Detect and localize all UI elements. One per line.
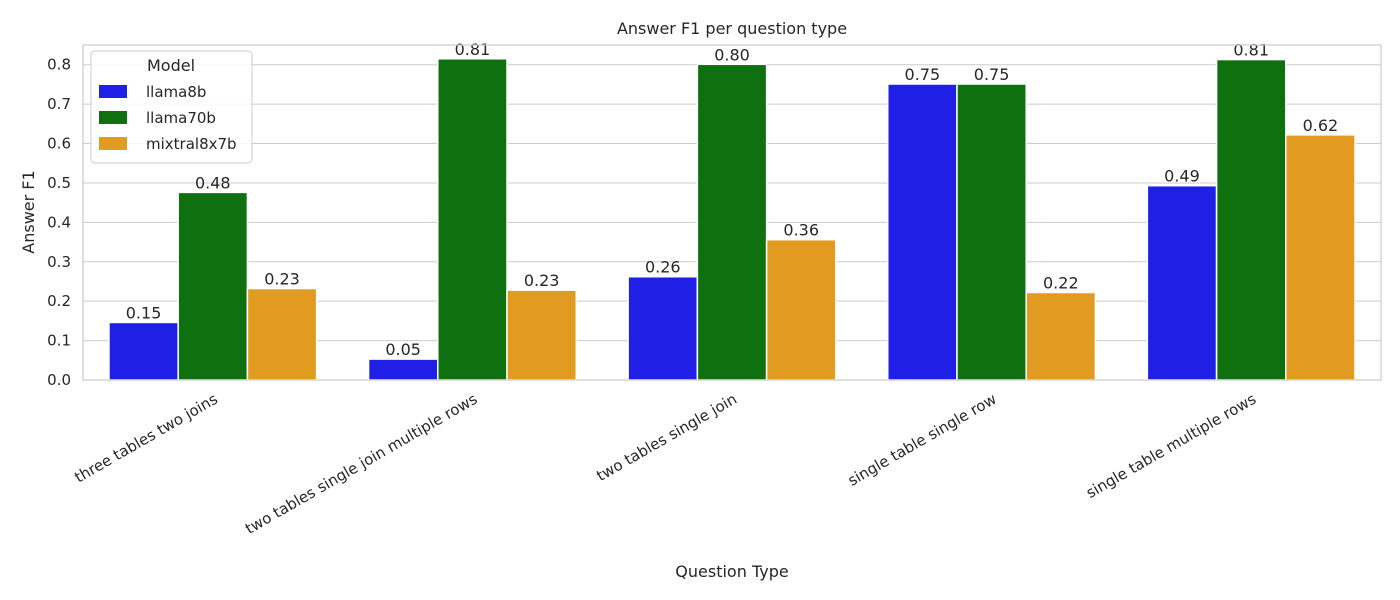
x-tick-label: three tables two joins — [72, 390, 221, 487]
y-axis-label: Answer F1 — [19, 170, 38, 253]
bar-llama8b-0 — [108, 321, 179, 381]
data-label-mixtral8x7b-1: 0.23 — [524, 271, 560, 290]
legend-title: Model — [147, 56, 195, 75]
bar-mixtral8x7b-1 — [506, 289, 577, 381]
bar-llama8b-1 — [367, 358, 439, 381]
data-label-llama70b-0: 0.48 — [195, 173, 231, 192]
bar-llama70b-4 — [1215, 58, 1287, 381]
data-label-llama70b-4: 0.81 — [1233, 41, 1269, 60]
legend-swatch-llama70b — [99, 111, 127, 124]
legend-entry-mixtral8x7b: mixtral8x7b — [146, 135, 237, 153]
legend-box — [90, 50, 253, 164]
y-tick-label: 0.8 — [47, 56, 71, 74]
data-label-llama70b-2: 0.80 — [714, 45, 750, 64]
legend-swatch-llama8b — [99, 85, 127, 98]
bar-llama70b-2 — [696, 63, 768, 381]
y-tick-label: 0.6 — [47, 135, 71, 153]
bar-llama70b-0 — [177, 191, 249, 381]
y-tick-labels: 0.0 0.1 0.2 0.3 0.4 0.5 0.6 0.7 0.8 — [47, 56, 71, 389]
y-tick-label: 0.2 — [47, 292, 71, 310]
y-tick-label: 0.7 — [47, 95, 71, 113]
data-label-llama8b-1: 0.05 — [385, 340, 421, 359]
legend-swatch-mixtral8x7b — [99, 137, 127, 150]
data-labels: 0.15 0.48 0.23 0.05 0.81 0.23 0.26 0.80 0.36 0.75… — [126, 40, 1338, 359]
y-tick-label: 0.0 — [47, 371, 71, 389]
bar-llama8b-2 — [627, 275, 699, 381]
legend: Model llama8b llama70b mixtral8x7b — [90, 50, 253, 164]
bar-mixtral8x7b-4 — [1285, 134, 1356, 381]
data-label-mixtral8x7b-2: 0.36 — [783, 221, 819, 240]
data-label-llama8b-0: 0.15 — [126, 303, 162, 322]
bar-mixtral8x7b-3 — [1025, 291, 1097, 381]
plot-frame — [82, 44, 1382, 381]
x-tick-label: single table multiple rows — [1083, 390, 1259, 502]
data-label-llama8b-2: 0.26 — [645, 258, 681, 277]
chart-title: Answer F1 per question type — [617, 19, 847, 38]
y-tick-label: 0.4 — [47, 213, 71, 231]
x-tick-labels: three tables two joins two tables single … — [72, 390, 1260, 538]
x-tick-label: two tables single join — [593, 390, 740, 485]
data-label-mixtral8x7b-0: 0.23 — [264, 270, 300, 289]
data-label-mixtral8x7b-4: 0.62 — [1303, 116, 1339, 135]
y-tick-label: 0.5 — [47, 174, 71, 192]
data-label-llama8b-3: 0.75 — [905, 65, 941, 84]
x-tick-label: single table single row — [845, 390, 1000, 490]
x-axis-label: Question Type — [675, 562, 788, 581]
bar-llama8b-3 — [887, 83, 958, 381]
data-label-llama8b-4: 0.49 — [1164, 167, 1200, 186]
data-label-llama70b-3: 0.75 — [974, 65, 1010, 84]
bar-llama70b-1 — [437, 58, 508, 381]
y-tick-label: 0.1 — [47, 332, 71, 350]
legend-entry-llama8b: llama8b — [146, 83, 206, 101]
legend-entry-llama70b: llama70b — [146, 109, 216, 127]
x-tick-label: two tables single join multiple rows — [242, 390, 480, 538]
bar-llama70b-3 — [956, 83, 1027, 381]
bar-mixtral8x7b-2 — [765, 238, 837, 381]
bar-llama8b-4 — [1146, 184, 1218, 381]
bar-mixtral8x7b-0 — [246, 287, 318, 381]
data-label-mixtral8x7b-3: 0.22 — [1043, 274, 1079, 293]
data-label-llama70b-1: 0.81 — [455, 40, 491, 59]
y-tick-label: 0.3 — [47, 253, 71, 271]
bars — [108, 58, 1356, 381]
